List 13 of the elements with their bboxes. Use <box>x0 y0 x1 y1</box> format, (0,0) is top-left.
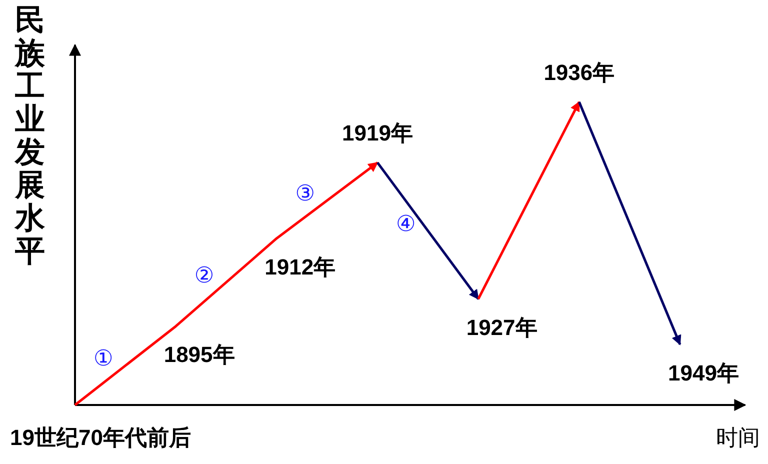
y-axis-title: 民族工业发展水平 <box>14 4 46 268</box>
x-tick-label: 1936年 <box>544 60 615 85</box>
x-tick-label: 19世纪70年代前后 <box>10 425 191 450</box>
x-tick-label: 1919年 <box>342 120 413 146</box>
x-tick-label: 1895年 <box>164 342 235 368</box>
annotation: ① <box>94 346 114 371</box>
x-tick-label: 1912年 <box>264 254 336 280</box>
annotation: ② <box>194 262 214 288</box>
x-tick-label: 1927年 <box>466 314 538 340</box>
annotation: ④ <box>396 210 416 236</box>
x-axis-title: 时间 <box>716 425 760 450</box>
x-tick-label: 1949年 <box>668 360 739 386</box>
annotation: ③ <box>295 180 315 206</box>
